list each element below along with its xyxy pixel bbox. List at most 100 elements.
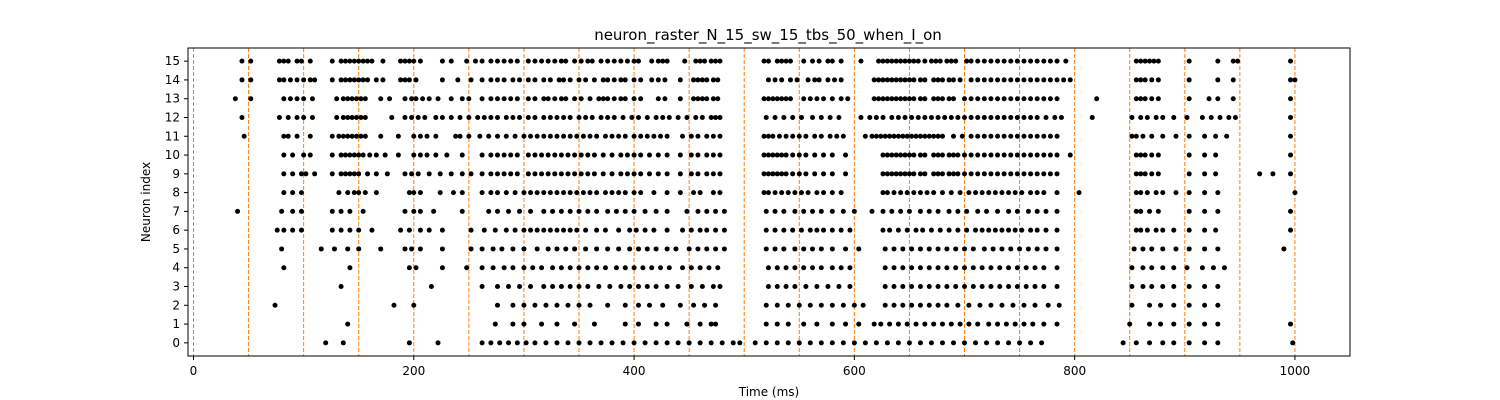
spike-point	[893, 77, 899, 83]
spike-point	[867, 114, 873, 120]
spike-point	[677, 96, 683, 102]
spike-point	[1034, 227, 1040, 233]
spike-point	[534, 190, 540, 196]
spike-point	[763, 114, 769, 120]
spike-point	[906, 152, 912, 158]
spike-point	[906, 77, 912, 83]
spike-point	[829, 171, 835, 177]
spike-point	[616, 190, 622, 196]
spike-point	[966, 321, 972, 327]
spike-point	[737, 340, 743, 346]
spike-point	[999, 227, 1005, 233]
spike-point	[402, 58, 408, 64]
spike-point	[721, 246, 727, 252]
spike-point	[596, 284, 602, 290]
spike-point	[521, 321, 527, 327]
spike-point	[772, 227, 778, 233]
spike-point	[329, 58, 335, 64]
spike-point	[959, 133, 965, 139]
spike-point	[345, 321, 351, 327]
spike-point	[1014, 265, 1020, 271]
spike-point	[869, 208, 875, 214]
spike-point	[931, 190, 937, 196]
spike-point	[1213, 227, 1219, 233]
spike-point	[1030, 321, 1036, 327]
spike-point	[968, 114, 974, 120]
spike-point	[602, 265, 608, 271]
spike-point	[792, 284, 798, 290]
spike-point	[1202, 246, 1208, 252]
spike-point	[428, 284, 434, 290]
spike-point	[552, 96, 558, 102]
spike-point	[646, 302, 652, 308]
spike-point	[988, 114, 994, 120]
spike-point	[517, 284, 523, 290]
spike-point	[895, 114, 901, 120]
spike-point	[862, 133, 868, 139]
spike-point	[942, 114, 948, 120]
spike-point	[710, 171, 716, 177]
spike-point	[1147, 208, 1153, 214]
spike-point	[532, 58, 538, 64]
spike-point	[1142, 58, 1148, 64]
spike-point	[274, 227, 280, 233]
spike-point	[642, 208, 648, 214]
spike-point	[975, 171, 981, 177]
spike-point	[763, 246, 769, 252]
spike-point	[514, 340, 520, 346]
spike-point	[950, 133, 956, 139]
spike-point	[1149, 246, 1155, 252]
spike-point	[856, 246, 862, 252]
spike-point	[761, 133, 767, 139]
spike-point	[1133, 58, 1139, 64]
spike-point	[598, 58, 604, 64]
spike-point	[464, 265, 470, 271]
spike-point	[884, 58, 890, 64]
spike-point	[1138, 58, 1144, 64]
spike-point	[953, 265, 959, 271]
spike-point	[600, 96, 606, 102]
spike-point	[710, 190, 716, 196]
spike-point	[336, 133, 342, 139]
spike-point	[1021, 58, 1027, 64]
spike-point	[351, 171, 357, 177]
spike-point	[898, 77, 904, 83]
spike-point	[521, 133, 527, 139]
spike-point	[279, 246, 285, 252]
spike-point	[664, 284, 670, 290]
spike-point	[968, 77, 974, 83]
spike-point	[770, 133, 776, 139]
spike-point	[829, 302, 835, 308]
spike-point	[1056, 302, 1062, 308]
spike-point	[975, 96, 981, 102]
spike-point	[702, 302, 708, 308]
spike-point	[858, 58, 864, 64]
spike-point	[301, 77, 307, 83]
spike-point	[772, 77, 778, 83]
spike-point	[783, 265, 789, 271]
spike-point	[944, 265, 950, 271]
spike-point	[1147, 340, 1153, 346]
spike-point	[926, 265, 932, 271]
spike-point	[988, 152, 994, 158]
spike-point	[911, 96, 917, 102]
spike-point	[660, 114, 666, 120]
spike-point	[895, 227, 901, 233]
y-tick-label: 0	[172, 336, 180, 350]
x-tick-label: 200	[402, 364, 425, 378]
spike-point	[395, 152, 401, 158]
spike-point	[508, 171, 514, 177]
spike-point	[417, 208, 423, 214]
spike-point	[618, 284, 624, 290]
spike-point	[984, 208, 990, 214]
spike-point	[1202, 152, 1208, 158]
spike-point	[783, 58, 789, 64]
spike-point	[937, 58, 943, 64]
spike-point	[917, 208, 923, 214]
spike-point	[1288, 77, 1294, 83]
spike-point	[1054, 58, 1060, 64]
spike-point	[812, 152, 818, 158]
spike-point	[981, 246, 987, 252]
spike-point	[1021, 171, 1027, 177]
spike-point	[911, 171, 917, 177]
